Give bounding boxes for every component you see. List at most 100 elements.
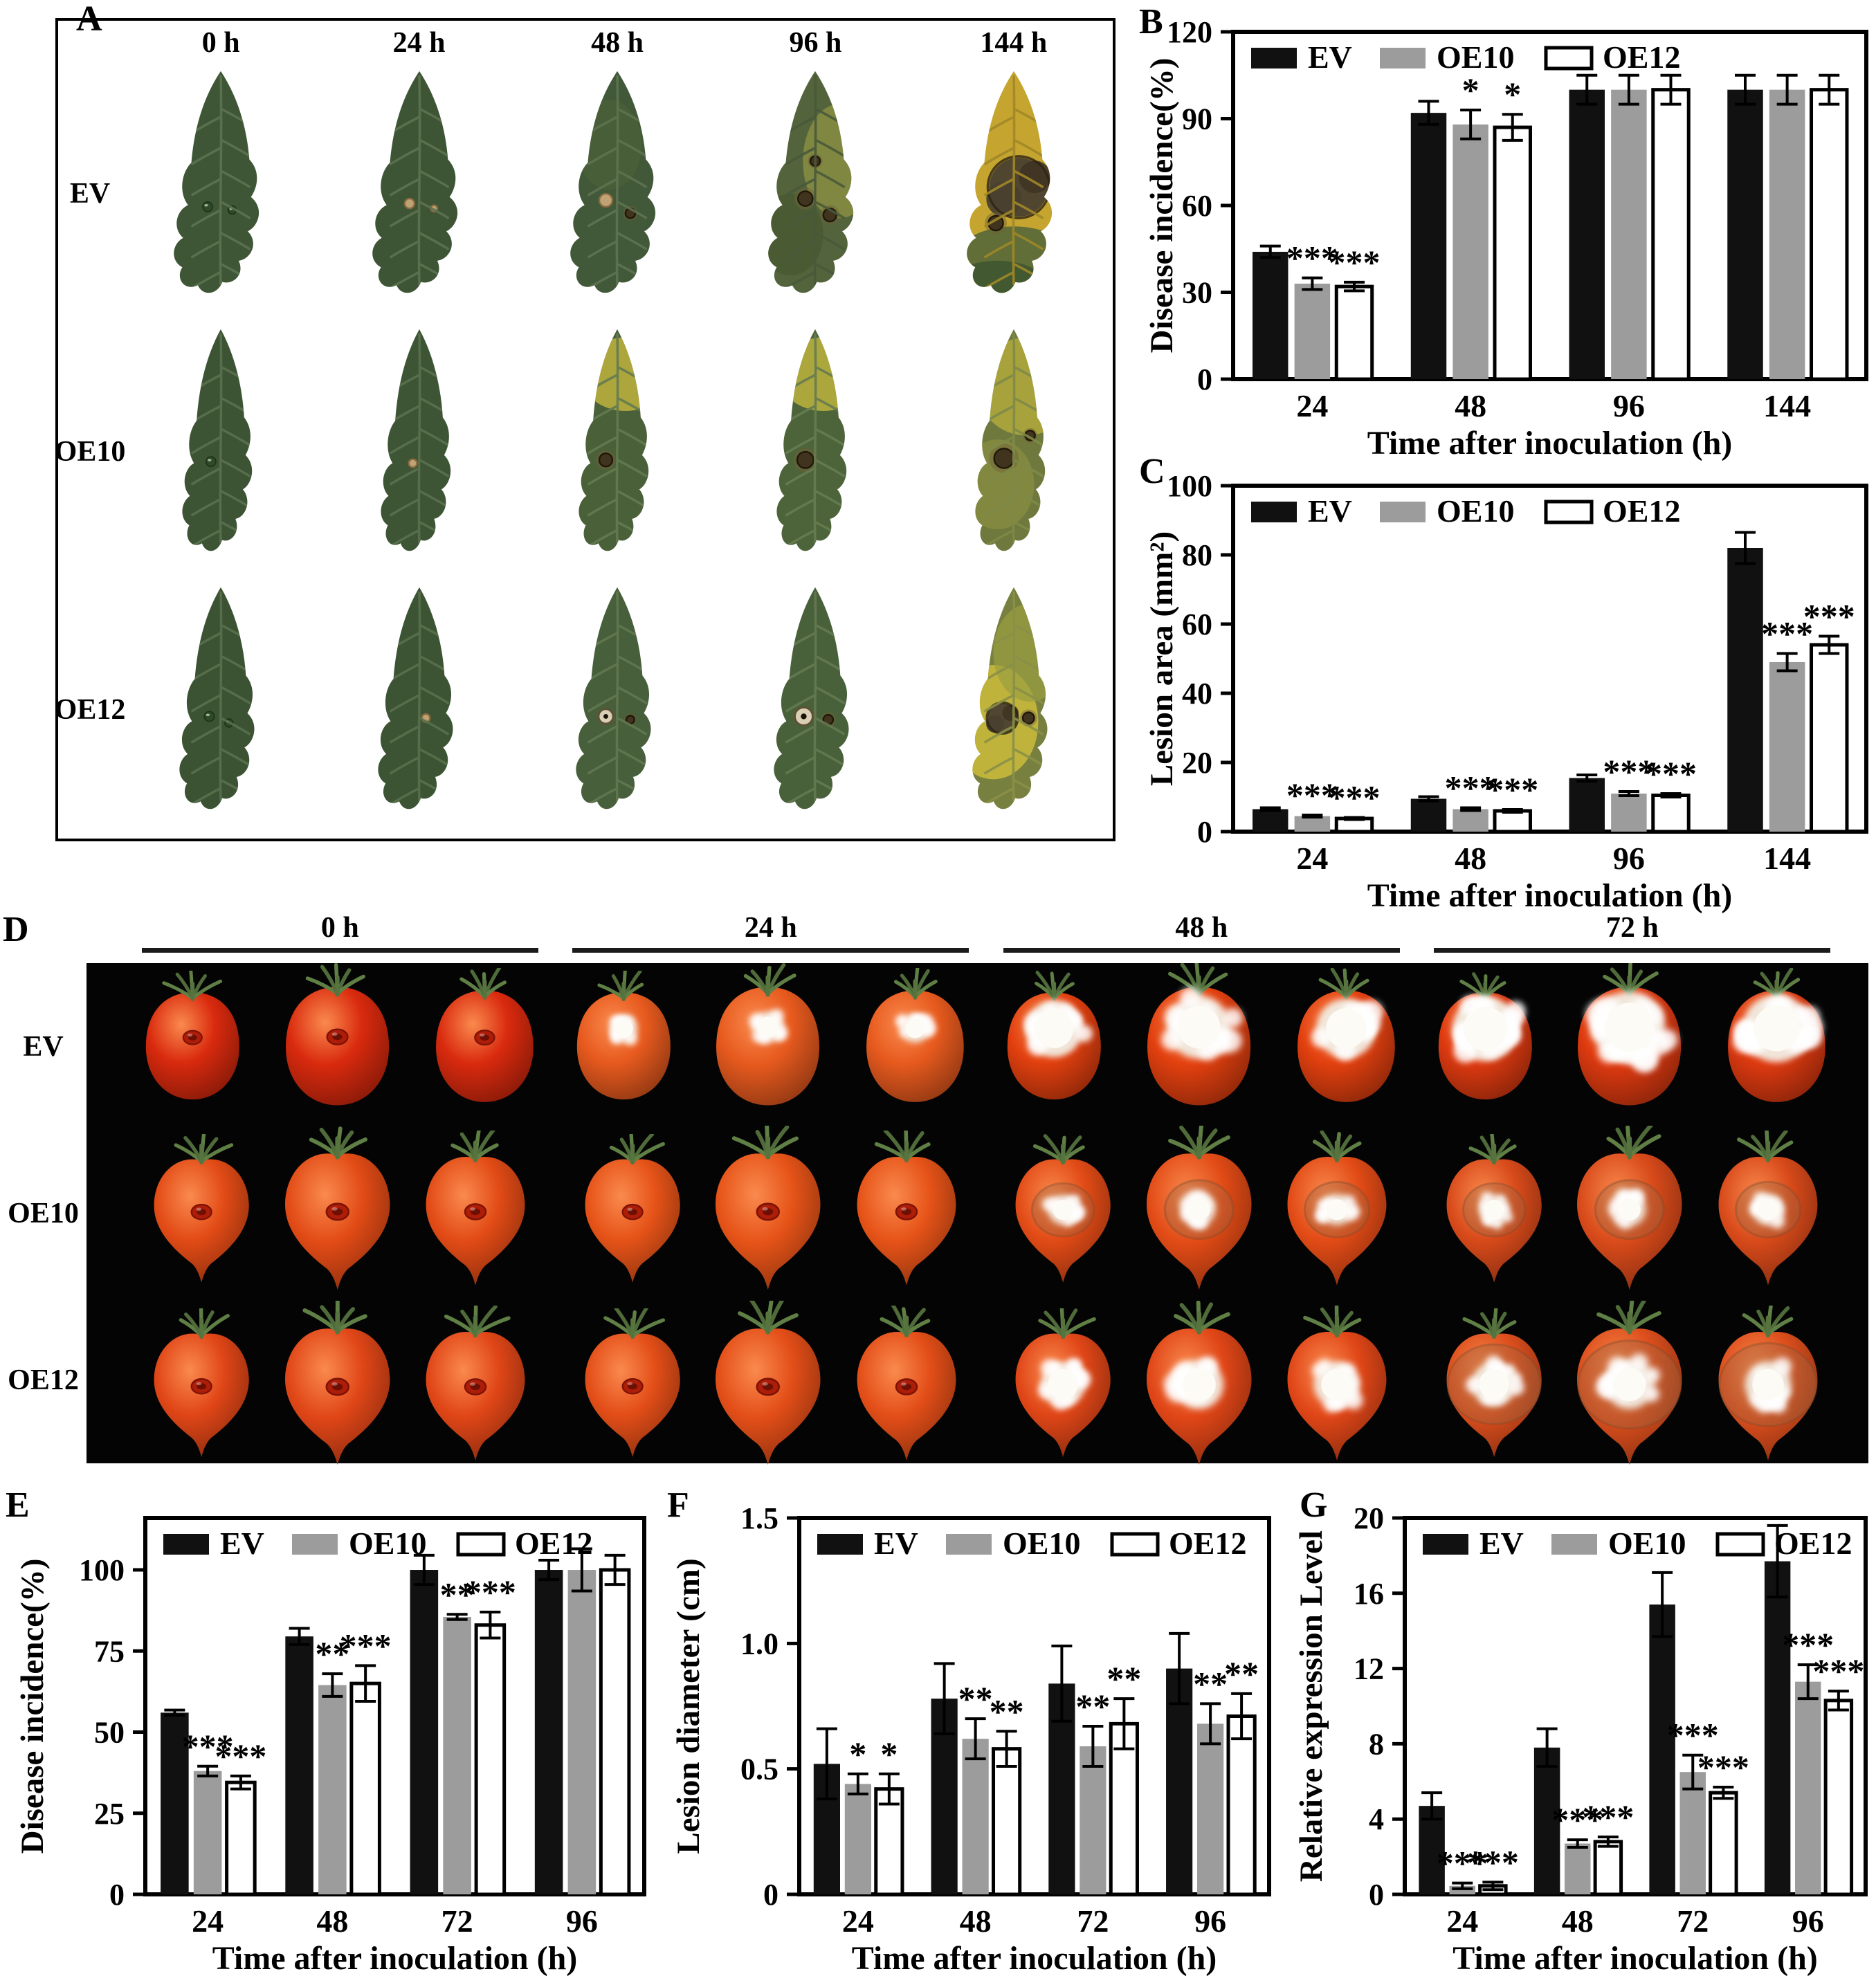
significance-stars: ** (1107, 1659, 1141, 1698)
y-tick-label: 0.5 (740, 1753, 778, 1786)
x-tick-label: 48 (1455, 841, 1486, 876)
mold-patch (1596, 1353, 1661, 1409)
y-axis-title: Disease incidence(%) (1144, 58, 1180, 354)
calyx (731, 1126, 799, 1160)
y-tick-label: 12 (1354, 1652, 1384, 1686)
plot-border (1403, 1516, 1868, 1896)
tomato-photo (556, 1300, 987, 1475)
calyx (597, 971, 644, 1002)
tomato-image (1578, 963, 1682, 1106)
tomato-body (284, 1328, 390, 1465)
tomato-image (1007, 971, 1101, 1100)
tomato-body (857, 1157, 956, 1286)
bar (1410, 113, 1447, 379)
leaf-photo (716, 323, 914, 581)
mold-patch (1733, 994, 1823, 1062)
tomato-image (1146, 1126, 1252, 1290)
x-tick-label: 24 (1446, 1903, 1478, 1939)
leaf-photo (518, 65, 716, 323)
legend-swatch (1251, 48, 1297, 68)
y-tick-label: 1.5 (740, 1501, 778, 1535)
y-tick-label: 0 (109, 1878, 125, 1912)
leaf-mottle (967, 261, 1047, 293)
x-tick-label: 48 (1455, 388, 1486, 423)
panel-d-header-label: 48 h (1175, 912, 1228, 944)
leaf-image (972, 587, 1048, 809)
tomato-image (1015, 1308, 1111, 1458)
leaf-photo (716, 65, 914, 323)
significance-stars: ** (990, 1692, 1024, 1730)
panel-g-letter: G (1300, 1485, 1328, 1525)
significance-stars: *** (215, 1737, 266, 1775)
bar (1109, 1721, 1139, 1896)
tomato-image (716, 1126, 821, 1290)
leaf-veins (389, 591, 450, 806)
bar (1253, 251, 1288, 379)
y-tick-label: 1.0 (740, 1627, 778, 1661)
legend-label: OE10 (1437, 39, 1514, 75)
legend-label: EV (874, 1526, 918, 1561)
leaf-image (570, 71, 656, 293)
tomato-row-oe12 (125, 1300, 1848, 1475)
significance-stars: * (880, 1735, 898, 1773)
significance-stars: * (849, 1735, 866, 1773)
significance-stars: *** (1486, 770, 1538, 809)
leaf-photo (122, 65, 320, 323)
x-tick-label: 144 (1763, 388, 1811, 423)
panel-d-header-48h: 48 h (986, 912, 1417, 960)
bar (225, 1780, 257, 1896)
significance-stars: *** (464, 1573, 516, 1611)
leaf-veins (785, 591, 846, 806)
bar (1611, 794, 1647, 832)
significance-stars: * (1504, 75, 1521, 113)
tomato-body (857, 1331, 956, 1461)
calyx (609, 1134, 665, 1165)
header-underline (1003, 948, 1400, 953)
bar (1410, 798, 1447, 832)
calyx (1167, 1126, 1230, 1160)
mold-patch (1465, 1355, 1524, 1407)
significance-stars: ** (1224, 1654, 1259, 1693)
leaf-image (377, 587, 453, 809)
tomato-body (585, 1333, 680, 1458)
tomato-body (585, 1159, 680, 1283)
calyx (1313, 1131, 1362, 1163)
tomato-image (857, 1305, 956, 1461)
significance-stars: * (1462, 71, 1479, 109)
panel-a-time-header-0h: 0 h (201, 27, 240, 59)
tomato-body (426, 1157, 525, 1286)
leaf-photo (518, 323, 716, 581)
bar (474, 1623, 507, 1896)
tomato-photo (986, 1300, 1417, 1475)
y-tick-label: 0 (1197, 815, 1212, 849)
leaf-photo (122, 580, 320, 839)
bar-chart-svg: 0 20 40 60 80 100 Lesion area (mm²) 24 48 96 144 Ti… (1144, 469, 1868, 914)
bar (161, 1712, 189, 1894)
legend-swatch (1423, 1534, 1468, 1555)
bar (1452, 124, 1488, 379)
panel-d-tomato-grid (86, 963, 1868, 1465)
bar (1294, 283, 1331, 379)
calyx (1318, 967, 1369, 1000)
x-tick-label: 48 (1562, 1903, 1594, 1939)
calyx (309, 1126, 367, 1160)
tomato-image (284, 1300, 390, 1465)
x-tick-label: 24 (1296, 388, 1328, 423)
bar (1823, 1699, 1854, 1896)
header-underline (1434, 948, 1831, 953)
bar (1679, 1772, 1706, 1894)
bar (1253, 809, 1288, 832)
tomato-image (1718, 1131, 1818, 1286)
leaf-mottle (993, 603, 1048, 702)
legend-label: OE12 (1603, 493, 1680, 529)
panel-a-row-label-ev: EV (69, 178, 111, 210)
y-tick-label: 100 (1167, 469, 1212, 503)
significance-stars: ** (1075, 1687, 1110, 1726)
tomato-body (716, 1328, 821, 1465)
tomato-image (145, 971, 239, 1100)
legend-swatch (1251, 502, 1297, 522)
leaf-image (372, 71, 457, 293)
y-tick-label: 20 (1354, 1501, 1384, 1535)
panel-a-time-header-48h: 48 h (591, 27, 644, 59)
